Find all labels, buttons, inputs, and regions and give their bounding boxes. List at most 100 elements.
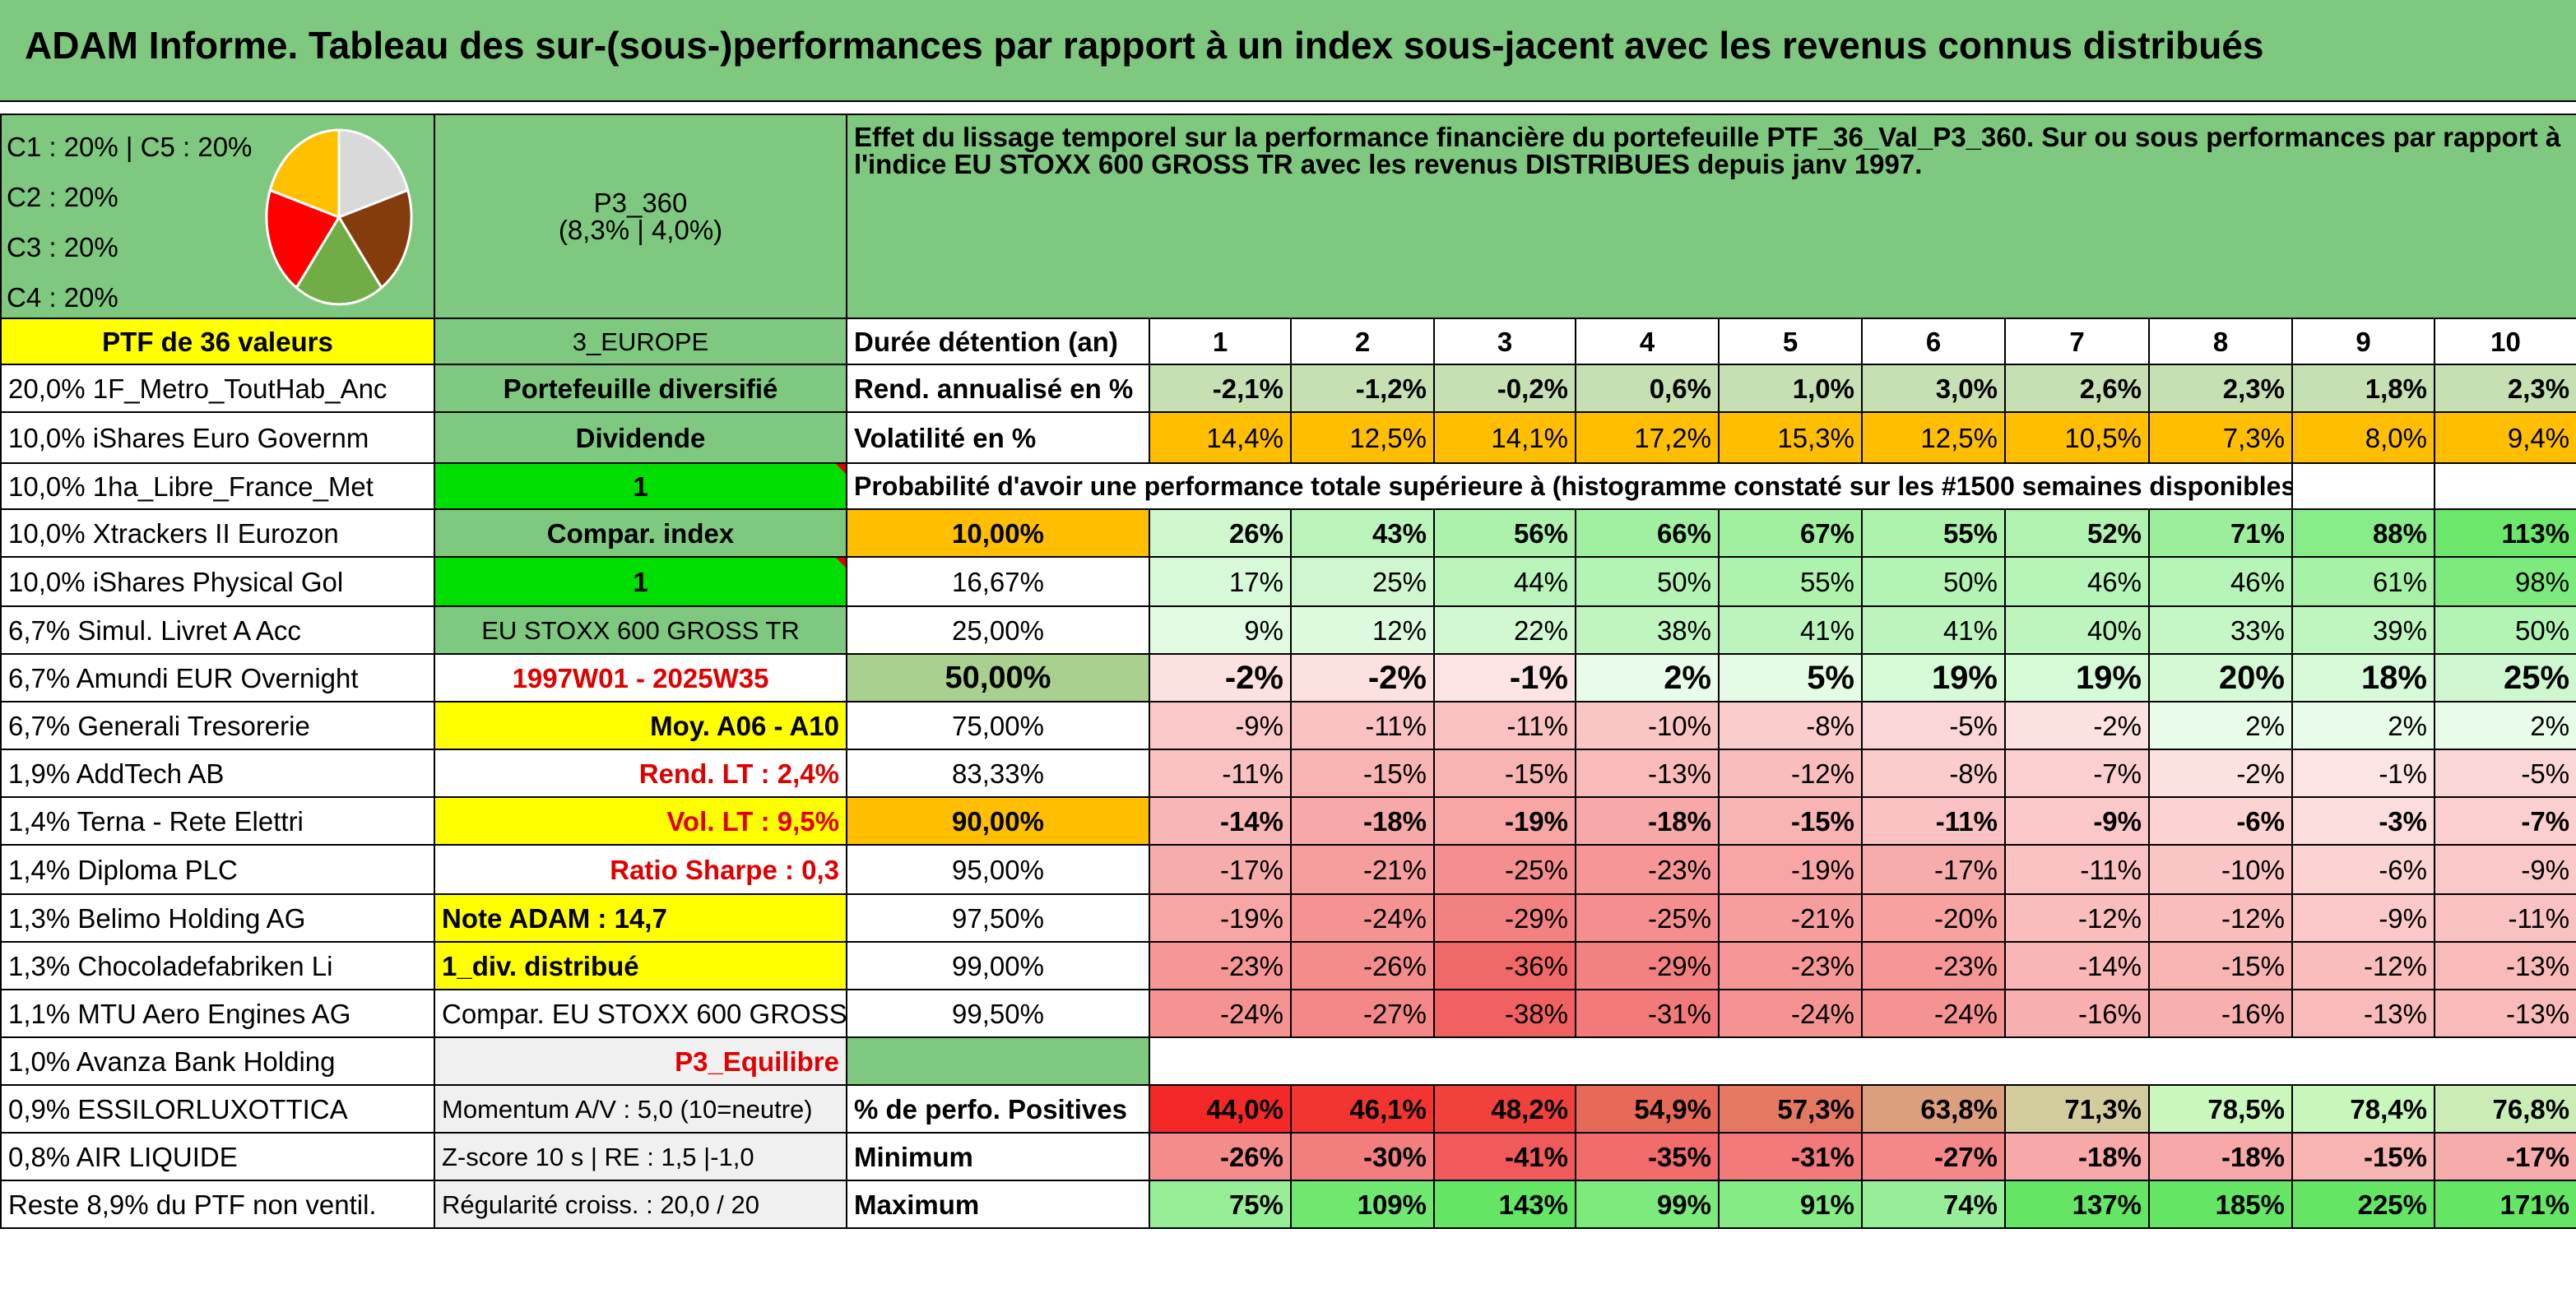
info-cell: EU STOXX 600 GROSS TR [434, 605, 847, 655]
perf-cell: 71% [2148, 508, 2293, 558]
sheet-row-7: 6,7% Simul. Livret A Acc EU STOXX 600 GRO… [0, 605, 2576, 655]
perf-cell: -21% [1290, 844, 1435, 895]
info-cell: Portefeuille diversifié [434, 364, 847, 413]
quantile-label: 99,50% [846, 989, 1150, 1038]
minimum-value: -31% [1718, 1132, 1863, 1181]
info-cell: 1 [434, 462, 847, 510]
allocation-legend-cell: C1 : 20% | C5 : 20% C2 : 20% C3 : 20% C4… [0, 114, 435, 319]
perf-cell: 5% [1718, 653, 1863, 702]
maximum-value: 74% [1861, 1180, 2006, 1229]
minimum-value: -26% [1149, 1132, 1292, 1181]
maximum-value: 171% [2433, 1180, 2576, 1229]
year-header: 6 [1861, 318, 2006, 365]
rend-value: 1,8% [2291, 364, 2435, 413]
holding-item: 20,0% 1F_Metro_ToutHab_Anc [0, 364, 435, 413]
label-duree: Durée détention (an) [846, 318, 1150, 365]
pct-pos-value: 57,3% [1718, 1084, 1863, 1134]
perf-cell: -1% [1433, 653, 1576, 702]
vol-value: 7,3% [2148, 411, 2293, 464]
pie-slice-4 [265, 188, 341, 290]
perf-cell: -7% [2004, 749, 2150, 798]
empty-cell [2433, 462, 2576, 510]
maximum-value: 75% [1149, 1180, 1292, 1229]
perf-cell: -2% [1290, 653, 1435, 702]
perf-cell: -11% [1433, 701, 1576, 750]
sheet-row-8: 6,7% Amundi EUR Overnight 1997W01 - 2025W… [0, 653, 2576, 702]
perf-cell: 88% [2291, 508, 2435, 558]
info-cell: Moy. A06 - A10 [434, 701, 847, 750]
info-cell: Note ADAM : 14,7 [434, 893, 847, 943]
sheet-row-3: 10,0% iShares Euro Governm Dividende Volat… [0, 411, 2576, 464]
perf-cell: -8% [1861, 749, 2006, 798]
info-cell: Z-score 10 s | RE : 1,5 |-1,0 [434, 1132, 847, 1181]
vol-value: 17,2% [1575, 411, 1720, 464]
perf-cell: -25% [1575, 893, 1720, 943]
year-header: 2 [1290, 318, 1435, 365]
perf-cell: -11% [1149, 749, 1292, 798]
perf-cell: -11% [2004, 844, 2150, 895]
perf-cell: 50% [1575, 556, 1720, 607]
sheet-row-19: Reste 8,9% du PTF non ventil. Régularité … [0, 1180, 2576, 1229]
vol-value: 12,5% [1861, 411, 2006, 464]
quantile-label: 95,00% [846, 844, 1150, 895]
perf-cell: -2% [1149, 653, 1292, 702]
sheet-row-2: 20,0% 1F_Metro_ToutHab_Anc Portefeuille d… [0, 364, 2576, 413]
vol-value: 9,4% [2433, 411, 2576, 464]
perf-cell: -11% [2433, 893, 2576, 943]
holding-item: 6,7% Amundi EUR Overnight [0, 653, 435, 702]
empty-green-cell [846, 1036, 1150, 1086]
year-header: 4 [1575, 318, 1720, 365]
perf-cell: -15% [1290, 749, 1435, 798]
year-header: 3 [1433, 318, 1576, 365]
perf-cell: -8% [1718, 701, 1863, 750]
perf-cell: 52% [2004, 508, 2150, 558]
perf-cell: 25% [2433, 653, 2576, 702]
info-cell: Vol. LT : 9,5% [434, 796, 847, 846]
year-header: 10 [2433, 318, 2576, 365]
perf-cell: 20% [2148, 653, 2293, 702]
minimum-value: -15% [2291, 1132, 2435, 1181]
holding-item: 1,4% Terna - Rete Elettri [0, 796, 435, 846]
perf-cell: -23% [1861, 941, 2006, 990]
perf-cell: -17% [1861, 844, 2006, 895]
perf-cell: -14% [1149, 796, 1292, 846]
report-title-bar: ADAM Informe. Tableau des sur-(sous-)per… [0, 0, 2576, 102]
perf-cell: -20% [1861, 893, 2006, 943]
maximum-value: 143% [1433, 1180, 1576, 1229]
perf-cell: -3% [2291, 796, 2435, 846]
perf-cell: -24% [1861, 989, 2006, 1038]
vol-value: 10,5% [2004, 411, 2150, 464]
perf-cell: 38% [1575, 605, 1720, 655]
holding-item: 0,8% AIR LIQUIDE [0, 1132, 435, 1181]
sheet-row-5: 10,0% Xtrackers II Eurozon Compar. index 1… [0, 508, 2576, 558]
spacer [0, 102, 2576, 114]
info-cell: Compar. index [434, 508, 847, 558]
minimum-value: -27% [1861, 1132, 2006, 1181]
ptf-label: PTF de 36 valeurs [0, 318, 435, 365]
info-cell: 3_EUROPE [434, 318, 847, 365]
pct-pos-value: 78,4% [2291, 1084, 2435, 1134]
minimum-value: -18% [2148, 1132, 2293, 1181]
pie-slice-2 [337, 188, 413, 290]
holding-item: 1,0% Avanza Bank Holding [0, 1036, 435, 1086]
year-header: 9 [2291, 318, 2435, 365]
year-header: 8 [2148, 318, 2293, 365]
maximum-value: 91% [1718, 1180, 1863, 1229]
perf-cell: -15% [2148, 941, 2293, 990]
rend-value: 2,6% [2004, 364, 2150, 413]
perf-cell: -38% [1433, 989, 1576, 1038]
minimum-value: -30% [1290, 1132, 1435, 1181]
perf-cell: 44% [1433, 556, 1576, 607]
perf-cell: -10% [2148, 844, 2293, 895]
sheet-row-11: 1,4% Terna - Rete Elettri Vol. LT : 9,5% 9… [0, 796, 2576, 846]
pct-pos-value: 48,2% [1433, 1084, 1576, 1134]
pct-pos-value: 44,0% [1149, 1084, 1292, 1134]
perf-cell: -2% [2148, 749, 2293, 798]
perf-cell: -1% [2291, 749, 2435, 798]
vol-value: 14,4% [1149, 411, 1292, 464]
quantile-label: 83,33% [846, 749, 1150, 798]
portfolio-summary-cell: P3_360 (8,3% | 4,0%) [434, 114, 847, 319]
maximum-value: 99% [1575, 1180, 1720, 1229]
perf-cell: -2% [2004, 701, 2150, 750]
perf-cell: 55% [1861, 508, 2006, 558]
